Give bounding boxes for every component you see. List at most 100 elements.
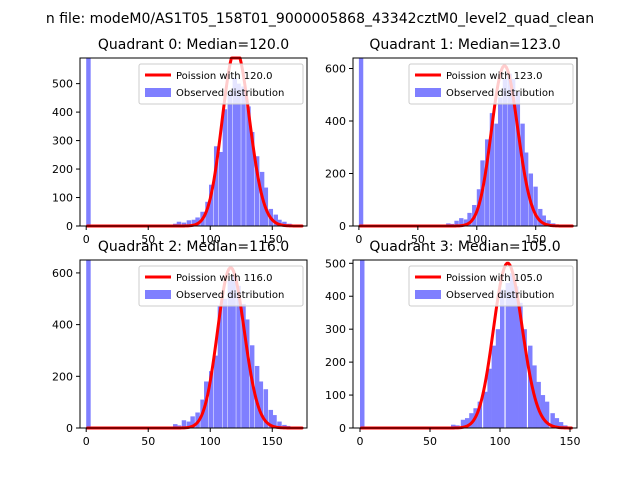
x-tick-label: 0 [83, 435, 90, 448]
legend-hist-label: Observed distribution [176, 290, 284, 301]
histogram-bar [222, 298, 228, 428]
x-tick-label: 100 [490, 435, 511, 448]
y-tick-label: 400 [325, 290, 346, 303]
histogram-bar [528, 345, 533, 428]
histogram-bar-zero-spike [358, 58, 364, 226]
legend-hist-swatch [145, 290, 171, 299]
y-tick-label: 200 [52, 370, 73, 383]
legend: Poission with 105.0 Observed distribution [408, 265, 574, 307]
legend-fit-label: Poission with 123.0 [446, 71, 542, 82]
histogram-bar [246, 106, 251, 226]
histogram-bar [469, 413, 474, 428]
histogram-bar [236, 285, 241, 428]
histogram-bar [540, 395, 546, 428]
x-tick-label: 150 [525, 233, 546, 246]
histogram-bar [231, 275, 236, 428]
histogram-bar [213, 146, 219, 226]
histogram-bar [538, 208, 543, 226]
histogram-bar [272, 415, 277, 428]
legend-hist-swatch [415, 88, 441, 97]
y-tick-label: 500 [52, 78, 73, 91]
histogram-bar [520, 123, 525, 227]
y-tick-label: 200 [52, 163, 73, 176]
y-tick-label: 0 [339, 422, 346, 435]
histogram-bar [181, 222, 187, 226]
legend-fit-label: Poission with 105.0 [446, 273, 542, 284]
y-tick-label: 600 [325, 63, 346, 76]
histogram-bar [483, 391, 488, 428]
figure-title: n file: modeM0/AS1T05_158T01_9000005868_… [46, 11, 594, 27]
histogram-bar [477, 401, 483, 428]
histogram-bar [273, 214, 278, 226]
axes-title: Quadrant 3: Median=105.0 [369, 239, 560, 255]
y-tick-label: 300 [52, 135, 73, 148]
histogram-bar [454, 220, 459, 226]
axes-title: Quadrant 0: Median=120.0 [98, 37, 289, 53]
histogram-bar [213, 355, 219, 428]
y-tick-label: 300 [325, 323, 346, 336]
y-tick-label: 200 [325, 356, 346, 369]
histogram-bar [258, 381, 264, 428]
histogram-bar [518, 302, 523, 428]
histogram-bar [181, 420, 187, 428]
x-tick-label: 100 [200, 435, 221, 448]
legend-hist-label: Observed distribution [176, 88, 284, 99]
x-tick-label: 100 [200, 233, 221, 246]
histogram-bar [176, 221, 182, 226]
legend-hist-label: Observed distribution [446, 88, 554, 99]
histogram-bar [510, 79, 516, 226]
histogram-bar [489, 113, 495, 227]
histogram-bar [502, 79, 508, 226]
x-tick-label: 50 [411, 233, 425, 246]
y-tick-label: 200 [325, 168, 346, 181]
legend-box [138, 265, 304, 307]
legend-hist-label: Observed distribution [446, 290, 554, 301]
x-tick-label: 0 [83, 233, 90, 246]
x-tick-label: 150 [262, 435, 283, 448]
histogram-bar [495, 329, 501, 428]
x-tick-label: 0 [357, 435, 364, 448]
histogram-bar [190, 416, 195, 428]
histogram-bar [522, 329, 527, 428]
histogram-bar [533, 186, 538, 227]
histogram-bar [498, 97, 503, 227]
histogram-bar [459, 218, 464, 227]
panel-quadrant-3: 0 50 100 150 0 100 200 300 400 500 Quadrant 3: Med… [325, 239, 581, 448]
y-tick-label: 400 [52, 106, 73, 119]
y-tick-label: 500 [325, 257, 346, 270]
histogram-bar [173, 424, 178, 428]
y-tick-label: 400 [325, 115, 346, 128]
y-tick-label: 0 [339, 220, 346, 233]
y-tick-label: 600 [52, 267, 73, 280]
legend-hist-swatch [415, 290, 441, 299]
histogram-bar [546, 220, 551, 226]
histogram-bar [465, 418, 470, 428]
histogram-bar [277, 421, 282, 428]
legend: Poission with 120.0 Observed distribution [138, 63, 304, 105]
histogram-bar [467, 212, 472, 227]
panel-quadrant-0: 0 50 100 150 0 100 200 300 400 500 Quadrant 0: Med… [52, 37, 308, 246]
histogram-bar [282, 221, 287, 226]
legend: Poission with 116.0 Observed distribution [138, 265, 304, 307]
histogram-bar [209, 371, 214, 428]
histogram-bar [254, 156, 260, 226]
y-tick-label: 100 [52, 192, 73, 205]
y-tick-label: 400 [52, 319, 73, 332]
histogram-bar [451, 424, 456, 428]
x-tick-label: 50 [423, 435, 437, 448]
x-tick-label: 0 [355, 233, 362, 246]
histogram-bar [550, 413, 555, 428]
histogram-bar [241, 86, 246, 226]
y-tick-label: 0 [66, 220, 73, 233]
histogram-bar [232, 77, 238, 227]
legend-box [408, 265, 574, 307]
panel-quadrant-2: 0 50 100 150 0 200 400 600 Quadrant 2: Median=11… [52, 239, 308, 448]
histogram-bar [507, 73, 512, 226]
histogram-bar [463, 219, 469, 226]
legend: Poission with 123.0 Observed distribution [408, 63, 574, 105]
histogram-bar [558, 422, 564, 428]
histogram-bar [505, 283, 511, 428]
axes-title: Quadrant 1: Median=123.0 [369, 37, 560, 53]
histogram-bar [217, 306, 223, 428]
